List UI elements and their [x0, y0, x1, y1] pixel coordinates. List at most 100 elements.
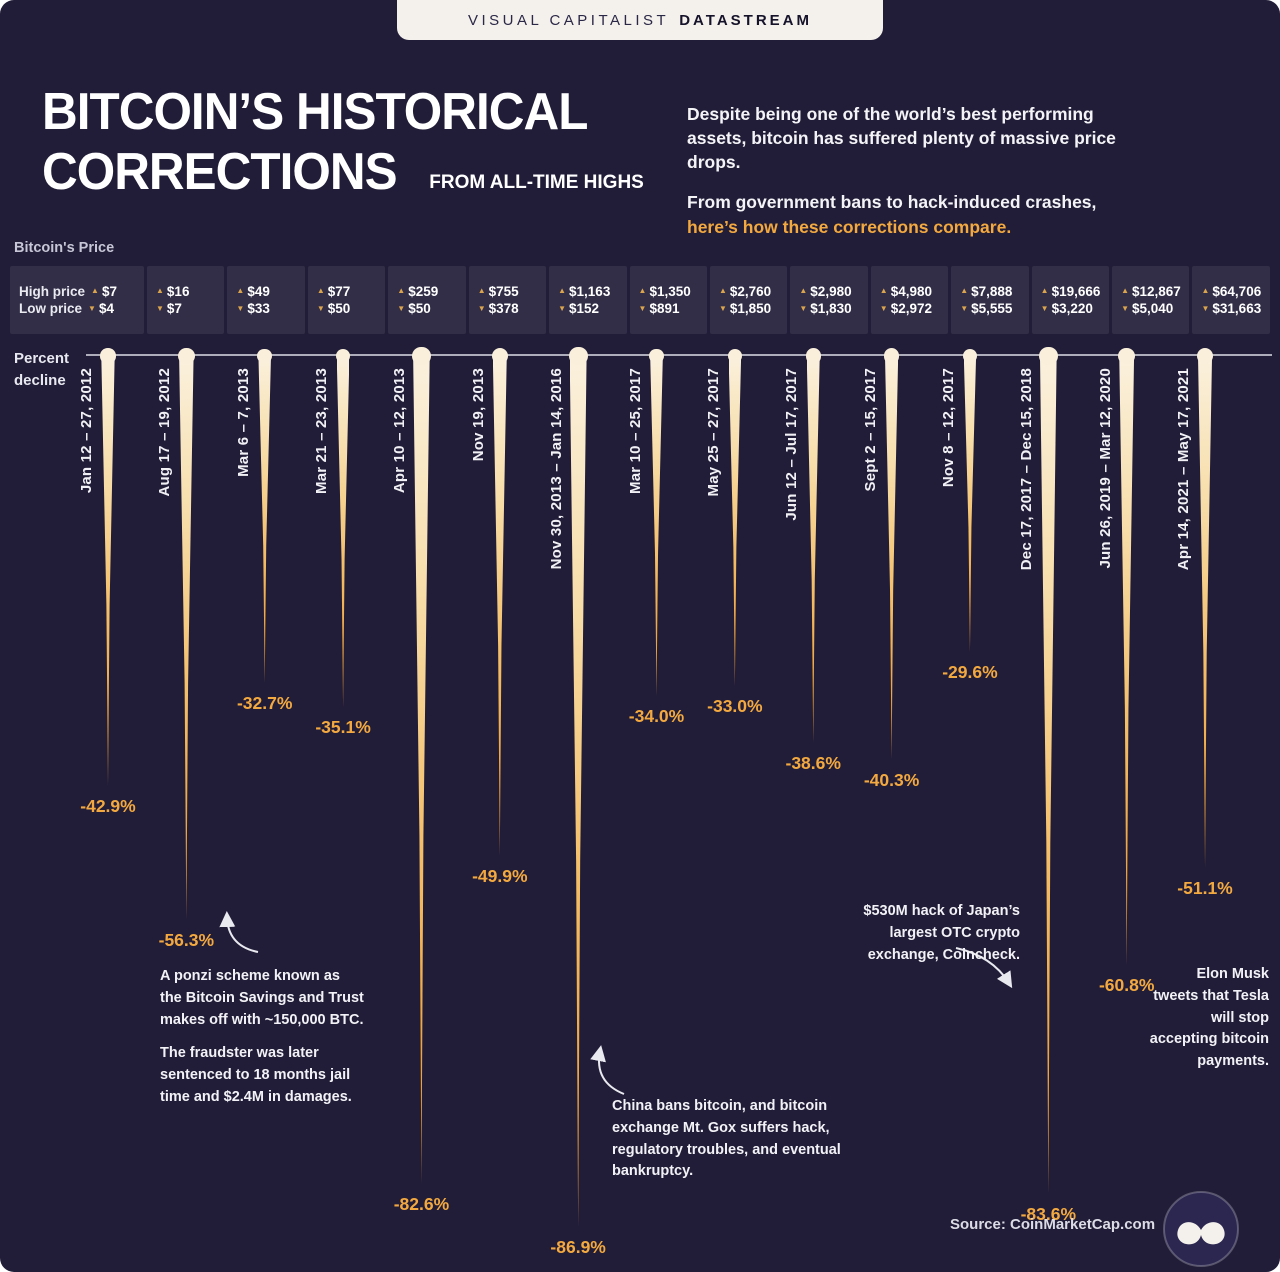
- high-price-line: ▲ $755: [478, 283, 546, 299]
- brand-visual-capitalist: VISUAL CAPITALIST: [468, 11, 670, 29]
- high-price-line: ▲ $1,163: [558, 284, 626, 299]
- high-price-line: ▲ $64,706: [1201, 283, 1269, 299]
- arrow-up-icon: ▲: [558, 286, 567, 296]
- price-box: ▲ $259 ▼ $50: [388, 266, 466, 334]
- correction-dates: Nov 19, 2013: [469, 368, 487, 462]
- low-price-line: ▼ $891: [639, 302, 707, 316]
- price-box: High price ▲ $7 Low price ▼ $4: [10, 266, 144, 334]
- price-row: High price ▲ $7 Low price ▼ $4 ▲ $16 ▼ $7 ▲ $49 ▼ $33…: [10, 266, 1270, 334]
- low-price-line: ▼ $33: [236, 302, 304, 316]
- page-title-line-1: BITCOIN’S HISTORICAL: [42, 83, 588, 141]
- high-price-line: High price ▲ $7: [19, 283, 144, 299]
- arrow-down-icon: ▼: [879, 303, 888, 313]
- price-box: ▲ $2,980 ▼ $1,830: [790, 266, 868, 334]
- brand-datastream: DATASTREAM: [679, 11, 812, 29]
- high-price-value: $12,867: [1131, 283, 1181, 299]
- correction-dates: Jun 26, 2019 – Mar 12, 2020: [1096, 368, 1114, 569]
- correction-spike: [806, 355, 820, 743]
- decline-percentage: -83.6%: [1020, 1204, 1077, 1225]
- high-price-line: ▲ $2,760: [718, 283, 787, 299]
- low-price-value: $50: [408, 301, 431, 316]
- correction-dates: Apr 10 – 12, 2013: [391, 368, 409, 494]
- low-price-value: $1,830: [810, 301, 852, 316]
- correction-dates: Dec 17, 2017 – Dec 15, 2018: [1018, 368, 1036, 571]
- high-price-value: $64,706: [1212, 283, 1262, 299]
- spike-origin-dot: [727, 348, 743, 364]
- low-price-line: ▼ $7: [156, 302, 224, 316]
- spike-origin-dot: [1038, 346, 1058, 366]
- low-price-value: $378: [488, 301, 519, 316]
- correction-dates: Jan 12 – 27, 2012: [78, 368, 95, 494]
- spike-origin-dot: [257, 348, 273, 364]
- low-price-label: Low price: [19, 301, 83, 316]
- high-price-line: ▲ $77: [317, 283, 385, 299]
- spike-origin-dot: [805, 348, 821, 364]
- correction-spike: [101, 355, 115, 786]
- decline-percentage: -38.6%: [785, 752, 841, 773]
- intro-highlight: here’s how these corrections compare.: [687, 216, 1012, 237]
- spike-origin-dot: [649, 348, 664, 364]
- high-price-value: $2,760: [729, 283, 772, 299]
- low-price-line: ▼ $50: [397, 302, 465, 316]
- low-price-value: $2,972: [890, 301, 933, 316]
- annotation-ponzi: A ponzi scheme known as the Bitcoin Savi…: [160, 966, 365, 1109]
- low-price-value: $891: [649, 301, 680, 316]
- annotation-coincheck-hack: $530M hack of Japan’s largest OTC crypto…: [863, 903, 1020, 963]
- high-price-line: ▲ $4,980: [879, 284, 948, 299]
- low-price-line: ▼ $1,830: [799, 302, 867, 316]
- high-price-value: $7: [101, 283, 117, 299]
- arrow-up-icon: ▲: [1201, 286, 1210, 296]
- decline-percentage: -34.0%: [628, 706, 685, 727]
- low-price-value: $5,040: [1131, 301, 1174, 316]
- high-price-value: $2,980: [810, 283, 852, 299]
- low-price-value: $33: [247, 301, 270, 316]
- arrow-down-icon: ▼: [1201, 303, 1210, 313]
- correction-dates: Jun 12 – Jul 17, 2017: [783, 368, 801, 521]
- low-price-line: ▼ $378: [478, 302, 546, 316]
- high-price-value: $77: [327, 283, 351, 299]
- correction-dates: Apr 14, 2021 – May 17, 2021: [1175, 368, 1193, 571]
- arrow-down-icon: ▼: [1040, 303, 1049, 313]
- decline-percentage: -33.0%: [707, 696, 763, 717]
- correction-spike: [336, 355, 350, 708]
- correction-spike: [179, 355, 194, 921]
- price-box: ▲ $2,760 ▼ $1,850: [709, 266, 788, 334]
- low-price-value: $152: [569, 301, 600, 316]
- low-price-line: ▼ $1,850: [719, 302, 787, 316]
- spike-origin-dot: [335, 348, 351, 364]
- correction-dates: Mar 10 – 25, 2017: [626, 368, 644, 494]
- decline-percentage: -49.9%: [472, 865, 528, 886]
- arrow-up-icon: ▲: [879, 286, 888, 296]
- decline-percentage: -29.6%: [942, 662, 998, 683]
- arrow-down-icon: ▼: [397, 303, 406, 313]
- price-box: ▲ $755 ▼ $378: [468, 266, 547, 334]
- price-box: ▲ $77 ▼ $50: [307, 266, 386, 334]
- spike-origin-dot: [100, 348, 116, 364]
- low-price-value: $1,850: [729, 301, 772, 316]
- spike-origin-dot: [883, 348, 900, 364]
- arrow-up-icon: ▲: [1040, 286, 1049, 296]
- high-price-line: ▲ $7,888: [960, 283, 1028, 299]
- price-box: ▲ $16 ▼ $7: [147, 266, 225, 334]
- spike-origin-dot: [1118, 347, 1136, 365]
- low-price-line: ▼ $5,555: [960, 302, 1028, 316]
- high-price-value: $755: [488, 283, 519, 299]
- correction-dates: Sept 2 – 15, 2017: [861, 368, 879, 492]
- decline-percentage: -42.9%: [80, 795, 136, 816]
- correction-spike: [1039, 355, 1057, 1195]
- decline-percentage: -35.1%: [315, 717, 371, 738]
- decline-percentage: -60.8%: [1098, 975, 1155, 996]
- price-box: ▲ $19,666 ▼ $3,220: [1031, 266, 1110, 334]
- correction-spike: [650, 355, 663, 697]
- arrow-down-icon: ▼: [799, 303, 808, 313]
- arrow-down-icon: ▼: [1121, 303, 1129, 313]
- low-price-value: $50: [327, 301, 351, 316]
- arrow-up-icon: ▲: [718, 286, 727, 296]
- price-box: ▲ $12,867 ▼ $5,040: [1112, 266, 1190, 334]
- decline-percentage: -32.7%: [236, 693, 293, 714]
- arrow-up-icon: ▲: [236, 286, 245, 296]
- correction-spike: [963, 355, 977, 653]
- price-box: ▲ $64,706 ▼ $31,663: [1192, 266, 1270, 334]
- high-price-value: $7,888: [971, 283, 1013, 299]
- arrow-down-icon: ▼: [156, 303, 164, 313]
